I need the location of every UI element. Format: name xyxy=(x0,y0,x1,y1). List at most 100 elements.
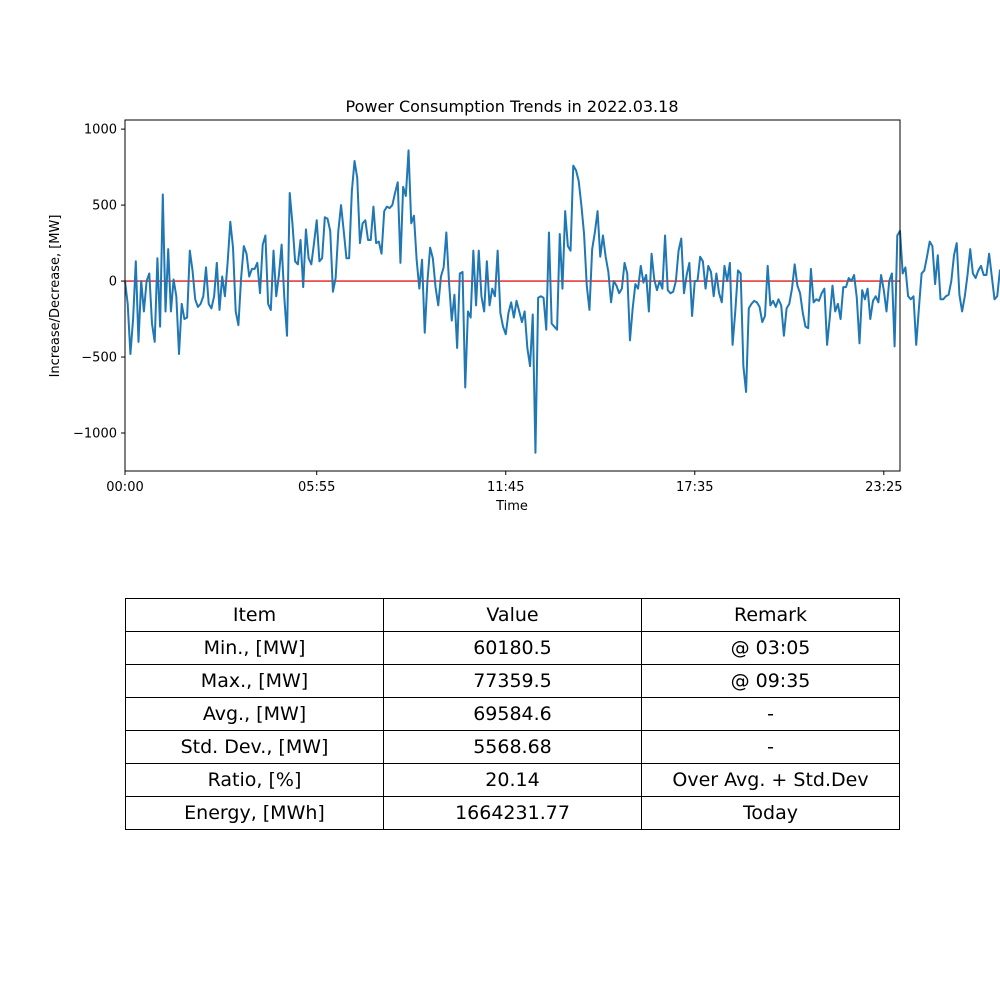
data-point xyxy=(878,302,880,304)
data-point xyxy=(559,233,561,235)
data-point xyxy=(772,300,774,302)
data-point xyxy=(905,267,907,269)
data-point xyxy=(402,186,404,188)
y-tick-label: 0 xyxy=(109,275,117,290)
data-point xyxy=(397,182,399,184)
data-point xyxy=(637,288,639,290)
data-point xyxy=(394,192,396,194)
data-point xyxy=(748,308,750,310)
data-point xyxy=(599,256,601,258)
data-point xyxy=(203,295,205,297)
row-value: 69584.6 xyxy=(383,697,642,731)
data-point xyxy=(151,323,153,325)
data-point xyxy=(897,235,899,237)
data-point xyxy=(680,238,682,240)
data-point xyxy=(324,216,326,218)
data-point xyxy=(489,305,491,307)
data-point xyxy=(724,265,726,267)
data-point xyxy=(872,300,874,302)
data-point xyxy=(294,261,296,263)
data-point xyxy=(848,277,850,279)
data-point xyxy=(640,265,642,267)
table-row: Ratio, [%] 20.14 Over Avg. + Std.Dev xyxy=(125,763,900,797)
data-point xyxy=(135,261,137,263)
data-point xyxy=(761,321,763,323)
data-point xyxy=(278,274,280,276)
row-value: 20.14 xyxy=(383,763,642,797)
data-point xyxy=(440,276,442,278)
data-point xyxy=(181,303,183,305)
data-point xyxy=(891,273,893,275)
data-point xyxy=(945,295,947,297)
data-point xyxy=(745,391,747,393)
row-item: Energy, [MWh] xyxy=(125,796,384,830)
x-tick-label: 00:00 xyxy=(106,480,143,495)
data-point xyxy=(818,300,820,302)
data-point xyxy=(597,210,599,212)
data-point xyxy=(851,280,853,282)
data-point xyxy=(616,285,618,287)
data-point xyxy=(200,303,202,305)
data-point xyxy=(743,365,745,367)
data-point xyxy=(635,283,637,285)
data-point xyxy=(165,311,167,313)
data-point xyxy=(208,303,210,305)
data-point xyxy=(500,312,502,314)
data-point xyxy=(400,262,402,264)
data-point xyxy=(645,274,647,276)
data-point xyxy=(365,219,367,221)
data-point xyxy=(942,299,944,301)
data-point xyxy=(392,204,394,206)
data-point xyxy=(437,305,439,307)
data-point xyxy=(996,295,998,297)
data-point xyxy=(969,248,971,250)
data-point xyxy=(797,285,799,287)
data-point xyxy=(419,288,421,290)
data-point xyxy=(448,282,450,284)
data-point xyxy=(505,333,507,335)
data-point xyxy=(184,318,186,320)
row-item: Ratio, [%] xyxy=(125,763,384,797)
data-point xyxy=(462,271,464,273)
data-point xyxy=(478,250,480,252)
data-point xyxy=(613,280,615,282)
data-point xyxy=(497,250,499,252)
data-point xyxy=(621,288,623,290)
data-point xyxy=(316,219,318,221)
data-point xyxy=(424,332,426,334)
data-point xyxy=(205,267,207,269)
data-point xyxy=(791,288,793,290)
data-point xyxy=(924,270,926,272)
data-point xyxy=(608,271,610,273)
data-point xyxy=(983,274,985,276)
data-point xyxy=(540,295,542,297)
data-point xyxy=(648,311,650,313)
data-point xyxy=(173,279,175,281)
data-point xyxy=(707,265,709,267)
data-point xyxy=(737,270,739,272)
data-point xyxy=(378,241,380,243)
data-point xyxy=(883,289,885,291)
data-point xyxy=(672,291,674,293)
table-row: Energy, [MWh] 1664231.77 Today xyxy=(125,796,900,830)
data-point xyxy=(794,264,796,266)
data-point xyxy=(875,295,877,297)
data-point xyxy=(786,308,788,310)
data-point xyxy=(643,282,645,284)
data-point xyxy=(759,306,761,308)
data-point xyxy=(127,303,129,305)
data-point xyxy=(254,268,256,270)
data-point xyxy=(702,261,704,263)
data-point xyxy=(383,210,385,212)
data-point xyxy=(775,306,777,308)
data-point xyxy=(632,308,634,310)
data-point xyxy=(130,353,132,355)
x-axis-label: Time xyxy=(495,499,528,514)
data-point xyxy=(821,292,823,294)
data-point xyxy=(837,303,839,305)
data-point xyxy=(211,308,213,310)
data-point xyxy=(527,347,529,349)
data-point xyxy=(529,365,531,367)
data-point xyxy=(284,297,286,299)
data-point xyxy=(510,302,512,304)
